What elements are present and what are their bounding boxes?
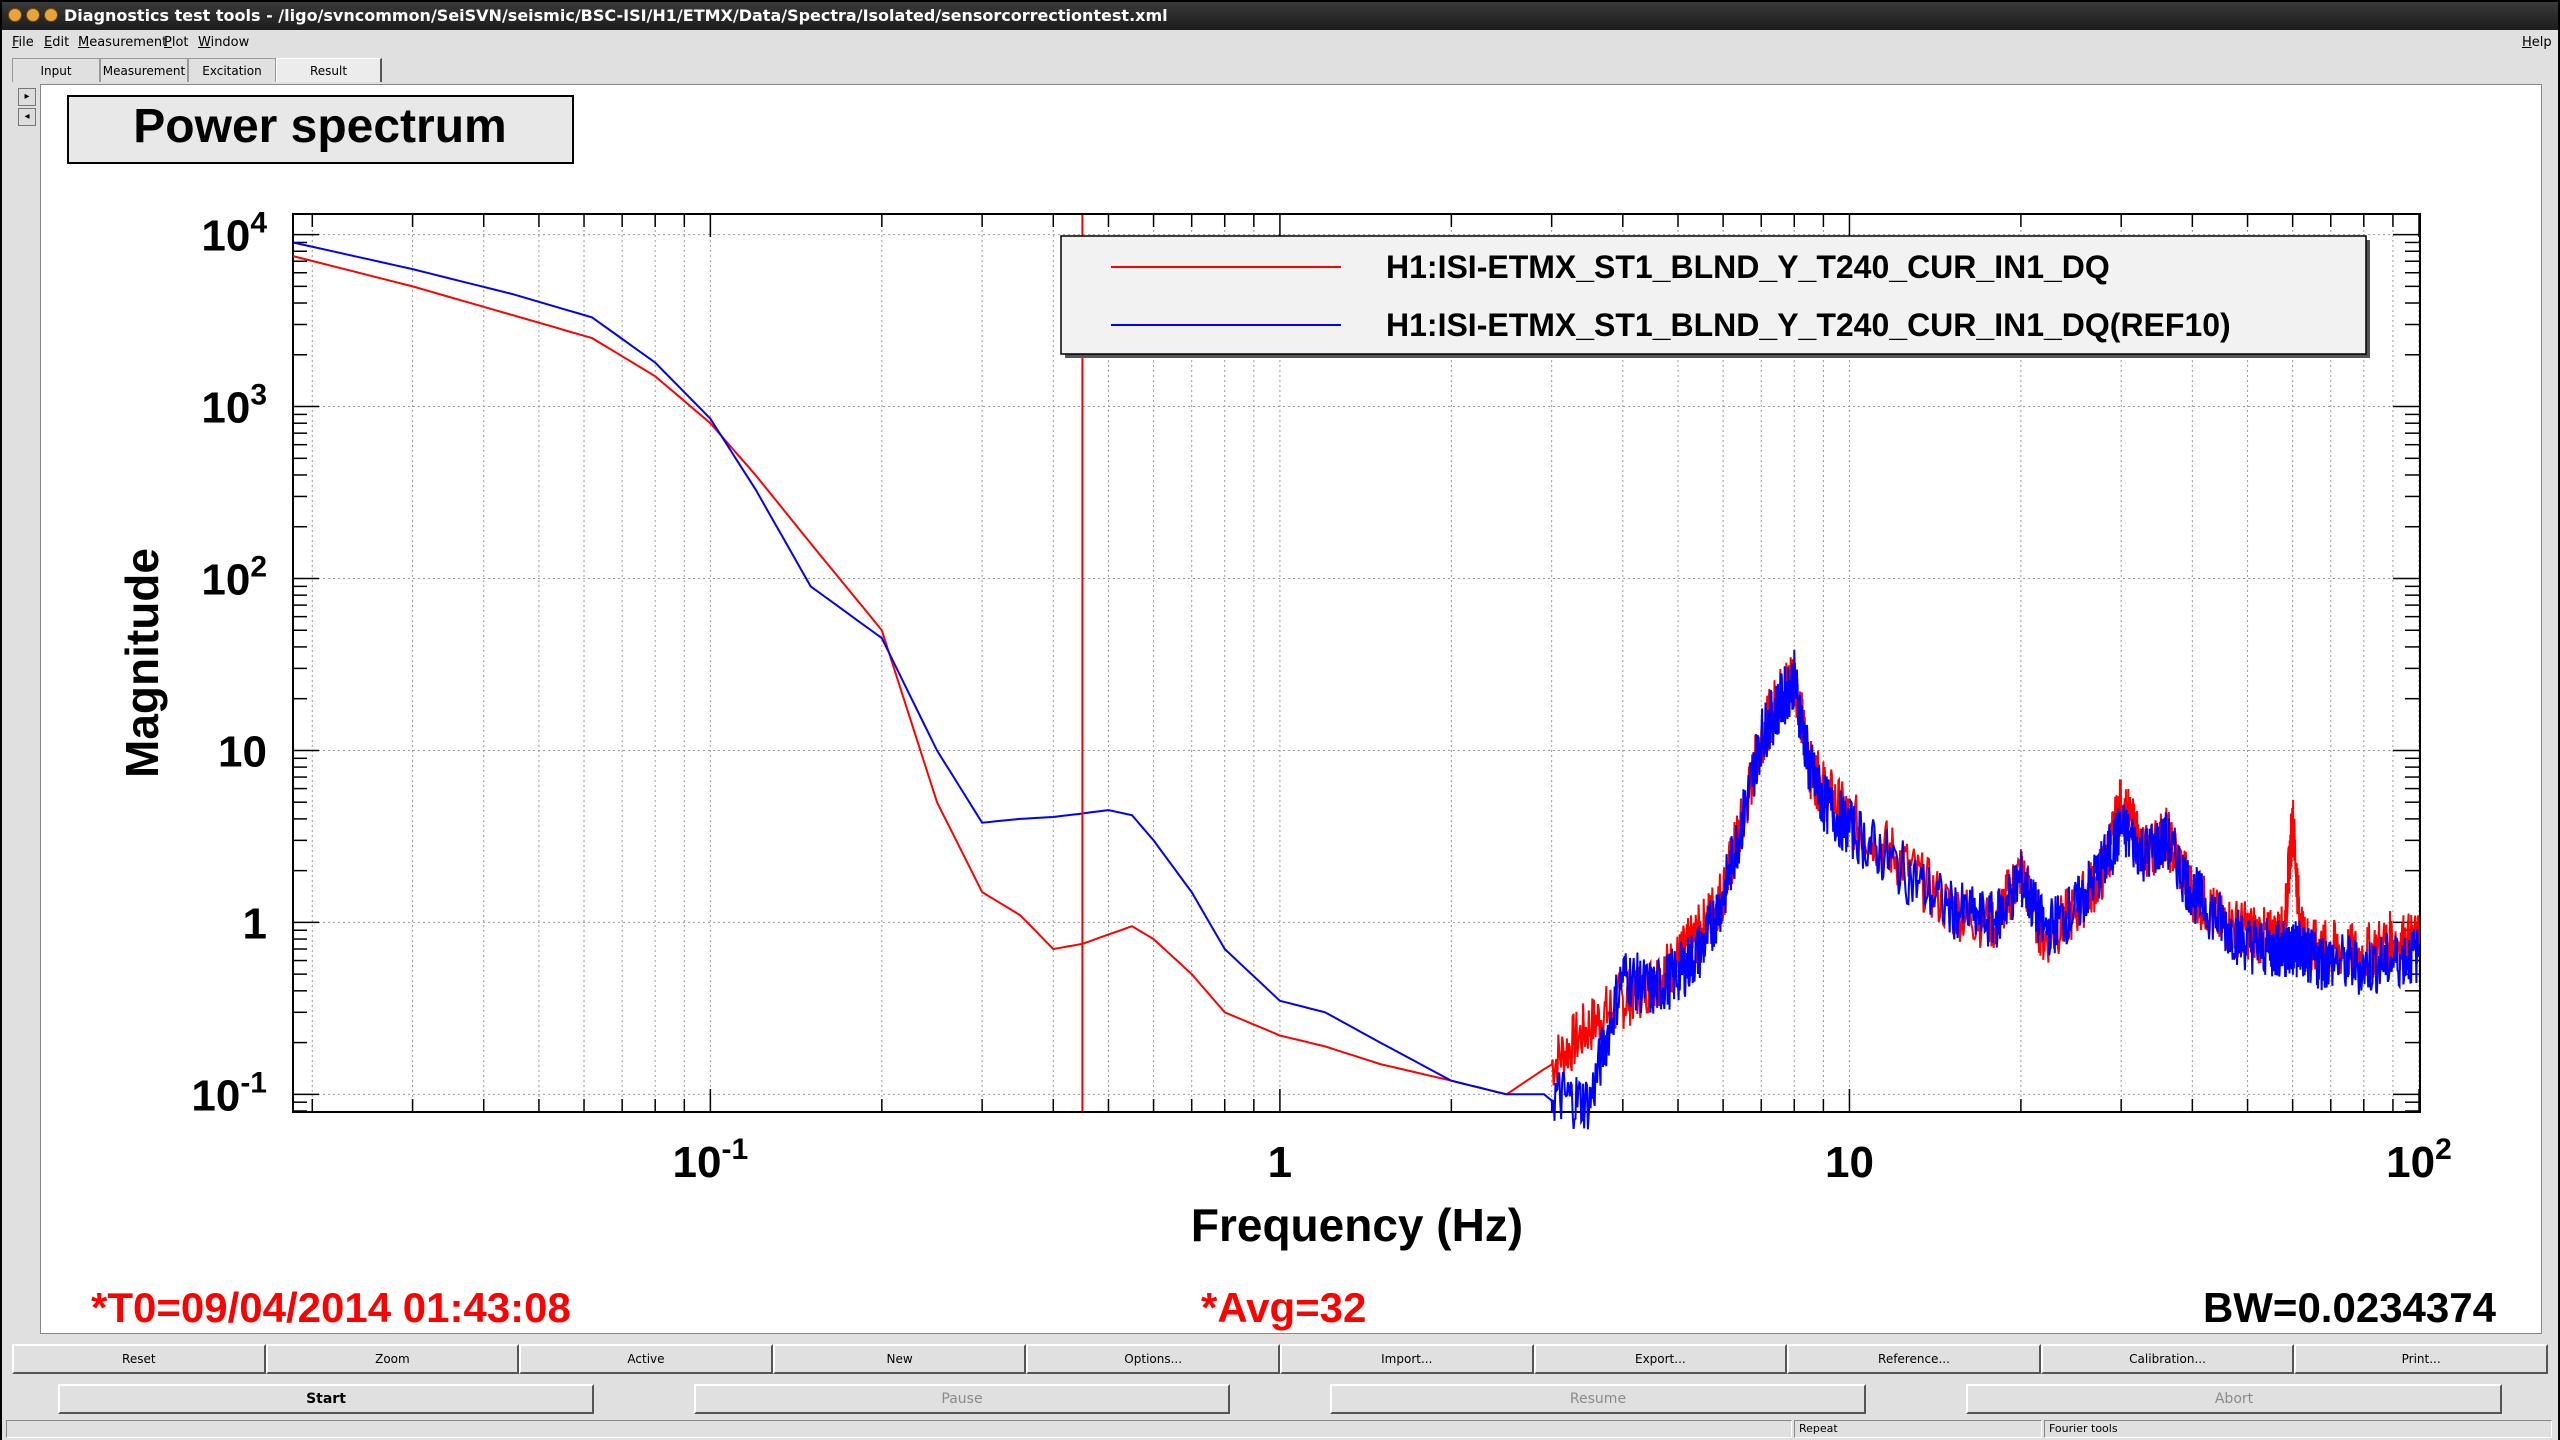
import-button[interactable]: Import... bbox=[1279, 1344, 1534, 1374]
plot-toolbar: Reset Zoom Active New Options... Import.… bbox=[12, 1344, 2548, 1374]
options-button[interactable]: Options... bbox=[1026, 1344, 1280, 1374]
control-bar: Start Pause Resume Abort bbox=[2, 1384, 2558, 1416]
menu-icon[interactable] bbox=[8, 8, 22, 22]
status-fourier-tools: Fourier tools bbox=[2044, 1420, 2552, 1438]
legend-label-blue: H1:ISI-ETMX_ST1_BLND_Y_T240_CUR_IN1_DQ(R… bbox=[1386, 307, 2231, 343]
expand-right-icon[interactable]: ▸ bbox=[18, 88, 36, 106]
y-tick-label-3: 10 bbox=[218, 727, 267, 776]
status-bar: Repeat Fourier tools bbox=[2, 1418, 2558, 1440]
status-repeat: Repeat bbox=[1794, 1420, 2042, 1438]
expand-left-icon[interactable]: ◂ bbox=[18, 108, 36, 126]
export-button[interactable]: Export... bbox=[1533, 1344, 1788, 1374]
menu-bar: File Edit Measurement Plot Window Help bbox=[2, 30, 2558, 56]
calibration-button[interactable]: Calibration... bbox=[2040, 1344, 2295, 1374]
active-button[interactable]: Active bbox=[519, 1344, 773, 1374]
x-tick-label-3: 102 bbox=[2386, 1133, 2452, 1187]
legend-label-red: H1:ISI-ETMX_ST1_BLND_Y_T240_CUR_IN1_DQ bbox=[1386, 249, 2110, 285]
minimize-icon[interactable] bbox=[26, 8, 40, 22]
plot-frame bbox=[292, 213, 2421, 1113]
x-tick-label-2: 10 bbox=[1825, 1138, 1874, 1187]
tab-excitation[interactable]: Excitation bbox=[188, 58, 276, 82]
y-axis-label: Magnitude bbox=[116, 548, 168, 778]
title-box bbox=[67, 95, 574, 164]
window-controls bbox=[8, 8, 58, 24]
menu-edit[interactable]: Edit bbox=[44, 35, 70, 50]
y-tick-label-0: 104 bbox=[201, 207, 267, 261]
resume-button[interactable]: Resume bbox=[1330, 1384, 1866, 1414]
chart-title: Power spectrum bbox=[133, 100, 506, 153]
menu-file[interactable]: File bbox=[12, 35, 34, 50]
maximize-icon[interactable] bbox=[44, 8, 58, 22]
x-tick-label-1: 1 bbox=[1268, 1138, 1292, 1187]
y-tick-label-4: 1 bbox=[243, 899, 267, 948]
menu-plot[interactable]: Plot bbox=[164, 35, 189, 50]
new-button[interactable]: New bbox=[772, 1344, 1027, 1374]
print-button[interactable]: Print... bbox=[2294, 1344, 2548, 1374]
tab-bar: Input Measurement Excitation Result bbox=[12, 58, 382, 82]
axis-ticks bbox=[293, 215, 2420, 1112]
menu-window[interactable]: Window bbox=[198, 35, 250, 50]
legend-box bbox=[1060, 235, 2367, 355]
bw-label: BW=0.0234374 bbox=[2203, 1284, 2497, 1331]
power-spectrum-chart[interactable]: Power spectrum H1:ISI-ETMX_ST1_BLND_Y_T2… bbox=[41, 85, 2541, 1333]
tab-input[interactable]: Input bbox=[12, 58, 100, 82]
reset-button[interactable]: Reset bbox=[12, 1344, 266, 1374]
status-cell-main bbox=[6, 1420, 1792, 1438]
title-bar[interactable]: Diagnostics test tools - /ligo/svncommon… bbox=[2, 2, 2558, 30]
series-group bbox=[292, 241, 2420, 1130]
menu-measurement[interactable]: Measurement bbox=[78, 35, 168, 50]
y-tick-label-5: 10-1 bbox=[191, 1066, 267, 1120]
legend: H1:ISI-ETMX_ST1_BLND_Y_T240_CUR_IN1_DQ H… bbox=[1060, 235, 2370, 358]
x-axis-label: Frequency (Hz) bbox=[1191, 1199, 1523, 1251]
series-line-1 bbox=[292, 241, 2420, 1130]
t0-label: *T0=09/04/2014 01:43:08 bbox=[91, 1284, 571, 1331]
reference-button[interactable]: Reference... bbox=[1787, 1344, 2041, 1374]
menu-help[interactable]: Help bbox=[2522, 35, 2552, 50]
series-line-0 bbox=[292, 255, 2420, 1096]
tab-result[interactable]: Result bbox=[276, 58, 382, 82]
avg-label: *Avg=32 bbox=[1201, 1284, 1366, 1331]
y-tick-label-2: 102 bbox=[201, 550, 267, 604]
y-tick-label-1: 103 bbox=[201, 379, 267, 433]
zoom-button[interactable]: Zoom bbox=[265, 1344, 520, 1374]
start-button[interactable]: Start bbox=[58, 1384, 594, 1414]
x-tick-label-0: 10-1 bbox=[673, 1133, 749, 1187]
x-tick-labels: 10-1 1 10 102 bbox=[673, 1133, 2452, 1187]
tab-measurement[interactable]: Measurement bbox=[100, 58, 188, 82]
plot-canvas[interactable]: Power spectrum H1:ISI-ETMX_ST1_BLND_Y_T2… bbox=[40, 84, 2542, 1334]
window-title: Diagnostics test tools - /ligo/svncommon… bbox=[64, 6, 1168, 25]
abort-button[interactable]: Abort bbox=[1966, 1384, 2502, 1414]
side-toggle-buttons: ▸ ◂ bbox=[18, 88, 36, 128]
pause-button[interactable]: Pause bbox=[694, 1384, 1230, 1414]
